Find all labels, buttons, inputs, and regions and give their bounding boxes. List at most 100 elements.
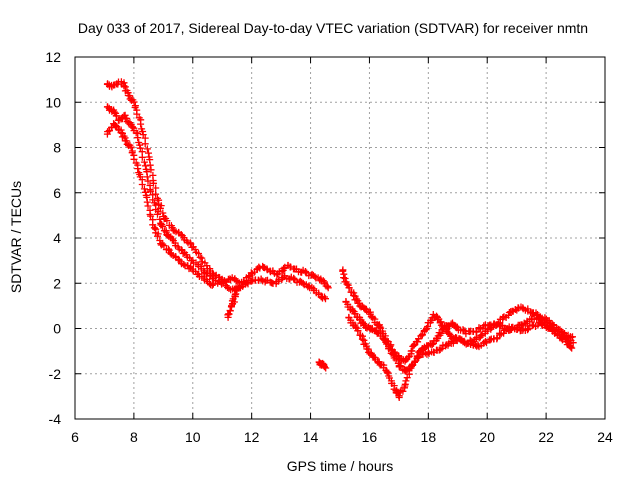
data-point: [247, 269, 255, 277]
data-point: [402, 377, 410, 385]
data-point: [140, 158, 148, 166]
y-tick-label: 6: [53, 185, 61, 201]
series-trace-a: [103, 78, 332, 292]
data-point: [389, 351, 397, 358]
data-point: [324, 282, 332, 290]
y-axis-label: SDTVAR / TECUs: [8, 181, 24, 293]
data-point: [559, 329, 567, 336]
data-point: [156, 215, 164, 223]
series-trace-b: [103, 103, 329, 303]
points-layer: [103, 78, 577, 401]
data-point: [134, 165, 142, 173]
data-point: [315, 289, 323, 297]
data-point: [159, 209, 167, 217]
data-point: [195, 250, 202, 257]
y-tick-label: -4: [49, 411, 62, 427]
data-point: [311, 273, 319, 281]
data-point: [248, 277, 256, 285]
data-point: [140, 185, 148, 193]
data-point: [209, 280, 217, 288]
data-point: [500, 329, 508, 337]
data-point: [322, 295, 329, 303]
data-point: [350, 292, 358, 299]
data-point: [437, 329, 445, 337]
data-point: [143, 173, 151, 181]
data-point: [395, 392, 403, 400]
data-point: [268, 279, 276, 287]
data-point: [322, 364, 330, 372]
y-tick-label: 8: [53, 140, 61, 156]
data-point: [417, 332, 425, 340]
data-point: [159, 240, 167, 248]
series-trace-d: [224, 286, 241, 321]
data-point: [160, 242, 168, 250]
x-axis-label: GPS time / hours: [287, 458, 394, 474]
data-point: [159, 222, 166, 230]
data-point: [343, 280, 351, 288]
data-point: [411, 358, 418, 366]
data-point: [113, 112, 121, 120]
data-point: [408, 347, 416, 355]
data-point: [278, 268, 286, 275]
data-point: [147, 187, 155, 195]
data-point: [143, 198, 151, 206]
data-point: [226, 307, 234, 314]
x-tick-label: 18: [421, 429, 437, 445]
data-point: [154, 232, 161, 240]
y-tick-label: -2: [49, 366, 62, 382]
data-point: [154, 210, 161, 218]
data-point: [110, 108, 118, 116]
data-point: [569, 333, 576, 341]
data-point: [232, 287, 240, 295]
data-point: [414, 338, 422, 346]
data-point: [475, 324, 483, 332]
data-point: [477, 332, 485, 339]
data-point: [438, 326, 446, 334]
data-point: [567, 334, 575, 341]
data-point: [399, 387, 407, 395]
x-tick-label: 16: [362, 429, 378, 445]
data-point: [141, 140, 149, 148]
data-point: [168, 235, 176, 243]
data-point: [179, 250, 187, 257]
data-point: [133, 110, 141, 118]
data-point: [130, 98, 138, 106]
data-point: [319, 277, 327, 285]
data-point: [354, 327, 362, 335]
data-point: [553, 330, 561, 338]
data-point: [538, 320, 546, 328]
data-point: [345, 284, 353, 292]
data-point: [120, 82, 128, 90]
data-point: [164, 245, 172, 253]
data-point: [147, 212, 155, 220]
x-tick-label: 22: [538, 429, 554, 445]
series-trace-c: [103, 120, 217, 289]
data-point: [339, 267, 347, 275]
data-point: [137, 120, 145, 128]
data-point: [524, 326, 531, 334]
data-point: [163, 217, 171, 225]
x-tick-label: 6: [71, 429, 79, 445]
series-trace-e: [315, 358, 330, 372]
data-point: [117, 129, 125, 137]
data-point: [130, 155, 138, 163]
data-point: [144, 177, 152, 185]
data-point: [299, 279, 307, 287]
data-point: [382, 338, 390, 346]
data-point: [302, 268, 310, 276]
y-tick-label: 2: [53, 275, 61, 291]
data-point: [146, 161, 154, 169]
data-point: [280, 264, 288, 272]
data-point: [524, 305, 532, 313]
data-point: [568, 344, 576, 352]
x-tick-label: 14: [303, 429, 319, 445]
data-point: [208, 281, 216, 289]
data-point: [144, 202, 152, 210]
data-point: [143, 145, 151, 153]
y-tick-label: 4: [53, 230, 61, 246]
data-point: [245, 273, 253, 280]
grid-layer: [75, 57, 605, 419]
data-point: [340, 274, 348, 282]
data-point: [321, 363, 328, 371]
